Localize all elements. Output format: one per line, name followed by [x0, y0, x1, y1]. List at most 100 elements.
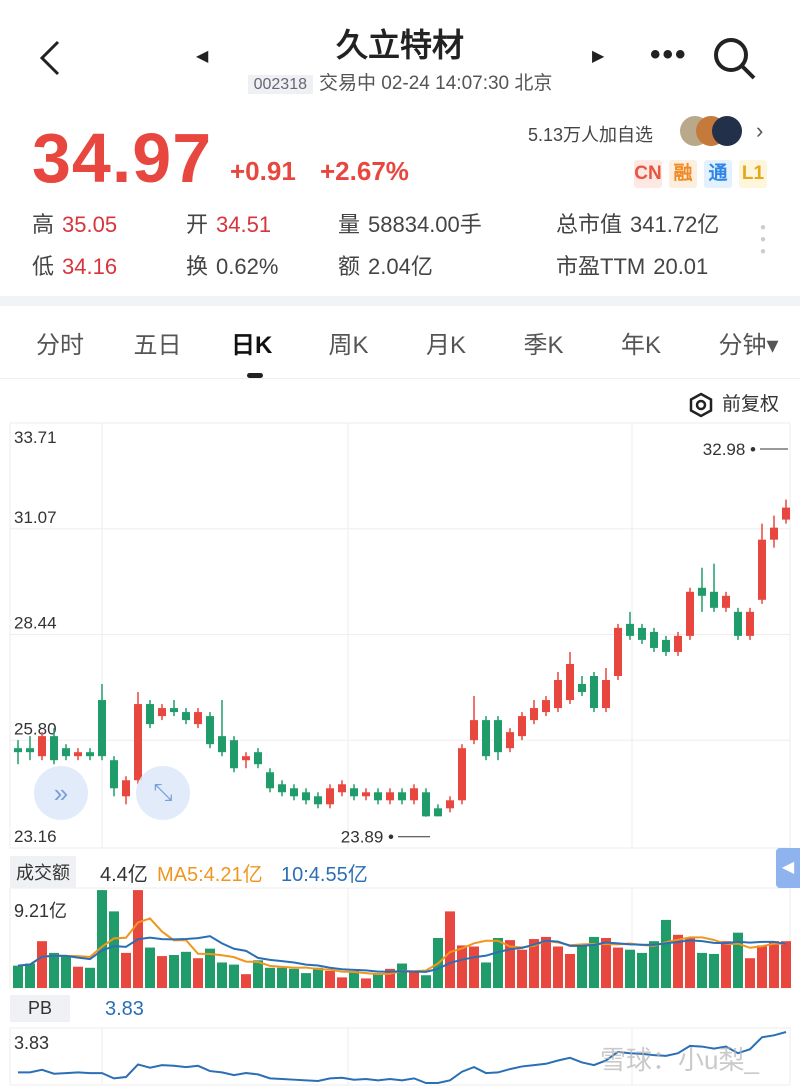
- stat-value: 34.51: [216, 212, 272, 237]
- volume-max-label: 9.21亿: [14, 901, 68, 921]
- adjust-button[interactable]: 前复权: [688, 389, 779, 418]
- stat-label: 量: [338, 212, 361, 237]
- tab-4[interactable]: 月K: [426, 332, 467, 359]
- badge[interactable]: L1: [739, 160, 767, 188]
- volume-bar: [193, 958, 203, 988]
- tab-1[interactable]: 五日: [133, 332, 182, 359]
- volume-bar: [553, 946, 563, 988]
- candle-body: [746, 611, 754, 636]
- volume-bar: [253, 960, 263, 988]
- pb-latest: 3.83: [105, 998, 144, 1020]
- pb-title[interactable]: PB: [10, 995, 71, 1022]
- volume-bar: [361, 978, 371, 988]
- volume-bar: [493, 937, 503, 988]
- prev-stock-button[interactable]: ◀: [196, 48, 209, 65]
- volume-bar: [385, 968, 395, 988]
- adjust-label: 前复权: [722, 394, 780, 415]
- volume-bar: [313, 967, 323, 988]
- volume-bar: [769, 941, 779, 988]
- candle-body: [722, 595, 730, 608]
- tab-5[interactable]: 季K: [523, 332, 564, 359]
- candle-body: [650, 631, 658, 648]
- candle-body: [350, 788, 358, 797]
- stock-title: 久立特材: [335, 27, 464, 63]
- candle-body: [470, 720, 478, 741]
- candle-body: [266, 772, 274, 789]
- candle-body: [530, 708, 538, 721]
- volume-bar: [685, 937, 695, 988]
- candle-body: [338, 784, 346, 793]
- candle-body: [290, 788, 298, 797]
- candle-body: [422, 792, 430, 817]
- stock-code: 002318: [247, 75, 313, 94]
- volume-bar: [229, 964, 239, 988]
- volume-bar: [697, 952, 707, 988]
- candle-body: [482, 720, 490, 757]
- volume-bar: [97, 890, 107, 988]
- volume-bar: [625, 949, 635, 988]
- tab-6[interactable]: 年K: [621, 332, 662, 359]
- candle-body: [182, 712, 190, 721]
- badge[interactable]: CN: [634, 160, 662, 188]
- volume-bar: [673, 934, 683, 988]
- fullscreen-button[interactable]: ⤡: [136, 766, 190, 820]
- tab-2[interactable]: 日K: [231, 332, 273, 359]
- candle-body: [602, 680, 610, 709]
- candle-body: [362, 792, 370, 797]
- volume-bar: [505, 940, 515, 988]
- back-button[interactable]: [36, 38, 66, 78]
- badge[interactable]: 融: [669, 160, 697, 188]
- candle-body: [26, 748, 34, 753]
- y-tick-label: 31.07: [14, 508, 57, 527]
- candle-body: [314, 796, 322, 805]
- pb-line: [18, 1031, 787, 1084]
- volume-bar: [613, 947, 623, 988]
- candle-body: [566, 663, 574, 701]
- candle-body: [134, 704, 142, 781]
- stat-item: 换 0.62%: [186, 249, 278, 281]
- volume-bar: [337, 977, 347, 988]
- followers-count[interactable]: 5.13万人加自选: [528, 125, 654, 145]
- chevron-right-icon[interactable]: ›: [756, 118, 764, 143]
- candle-body: [518, 716, 526, 737]
- volume-title[interactable]: 成交额: [10, 856, 76, 888]
- stat-item: 开 34.51: [186, 207, 271, 239]
- y-tick-label: 33.71: [14, 428, 57, 447]
- candle-body: [770, 527, 778, 540]
- follower-avatars: [680, 116, 744, 146]
- more-dots-icon[interactable]: ● ● ●: [760, 222, 767, 257]
- badge[interactable]: 通: [704, 160, 732, 188]
- candle-body: [578, 684, 586, 693]
- stat-item: 市盈TTM 20.01: [556, 249, 708, 281]
- stat-item: 低 34.16: [32, 249, 117, 281]
- volume-bar: [529, 939, 539, 988]
- volume-bar: [409, 972, 419, 988]
- candle-body: [674, 635, 682, 652]
- candle-body: [446, 800, 454, 809]
- stock-subtitle: 002318 交易中 02-24 14:07:30 北京: [0, 68, 800, 95]
- tab-7[interactable]: 分钟▾: [718, 332, 779, 359]
- candle-body: [278, 784, 286, 793]
- candle-body: [434, 808, 442, 817]
- more-icon[interactable]: •••: [650, 38, 688, 71]
- candle-body: [74, 752, 82, 757]
- panel-frame: [9, 1027, 791, 1086]
- volume-bar: [13, 965, 23, 988]
- volume-bar: [169, 955, 179, 988]
- stat-value: 0.62%: [216, 254, 279, 279]
- next-stock-button[interactable]: ▶: [592, 48, 605, 65]
- volume-bar: [325, 970, 335, 988]
- expand-sidebar-button[interactable]: »: [34, 766, 88, 820]
- search-icon[interactable]: [712, 36, 758, 82]
- volume-bar: [241, 974, 251, 988]
- tab-3[interactable]: 周K: [328, 332, 369, 359]
- stat-value: 58834.00手: [368, 212, 482, 237]
- candle-body: [686, 591, 694, 636]
- candle-body: [86, 752, 94, 757]
- volume-bar: [397, 963, 407, 988]
- y-tick-label: 23.16: [14, 827, 57, 846]
- volume-bar: [601, 937, 611, 988]
- tab-0[interactable]: 分时: [36, 332, 84, 359]
- collapse-panel-button[interactable]: ◀: [776, 848, 800, 888]
